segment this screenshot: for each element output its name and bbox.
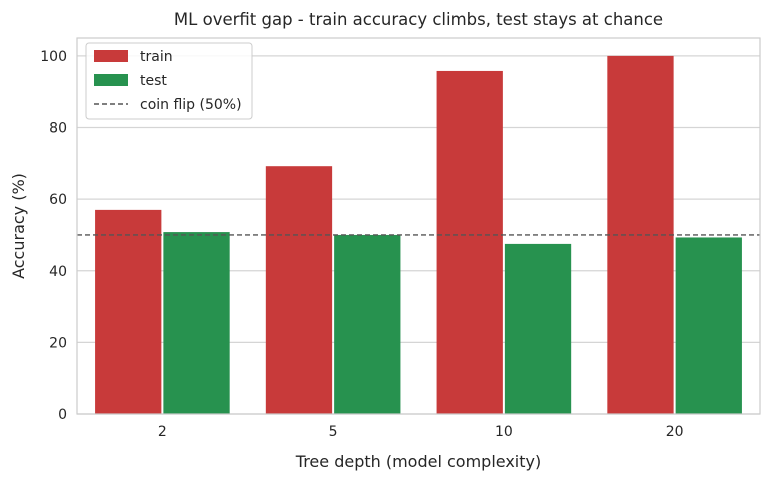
legend-label-test: test [140, 73, 167, 89]
y-tick-label: 100 [40, 49, 67, 65]
bar-train-2 [95, 209, 162, 414]
x-tick-labels: 2 5 10 20 [158, 424, 684, 440]
bar-train-5 [265, 166, 333, 414]
bar-test-20 [675, 237, 742, 414]
bar-test-2 [163, 232, 230, 414]
legend-swatch-test [94, 74, 128, 86]
legend-swatch-train [94, 50, 128, 62]
y-tick-label: 40 [49, 264, 67, 280]
x-tick-label: 2 [158, 424, 167, 440]
legend: train test coin flip (50%) [85, 42, 253, 120]
plot-frame [76, 37, 761, 415]
bar-train-10 [436, 70, 503, 414]
legend-label-reference: coin flip (50%) [140, 97, 242, 113]
x-tick-label: 5 [329, 424, 338, 440]
y-tick-label: 0 [58, 407, 67, 423]
bar-test-10 [504, 243, 572, 414]
bars [95, 55, 742, 415]
chart-title: ML overfit gap - train accuracy climbs, … [174, 10, 663, 29]
bar-test-5 [334, 234, 401, 414]
x-tick-label: 20 [666, 424, 684, 440]
x-axis-label: Tree depth (model complexity) [295, 452, 541, 471]
y-axis-label: Accuracy (%) [9, 173, 28, 279]
y-tick-label: 20 [49, 335, 67, 351]
legend-label-train: train [140, 49, 173, 65]
x-tick-label: 10 [495, 424, 513, 440]
y-tick-labels: 0 20 40 60 80 100 [40, 49, 67, 423]
y-tick-label: 60 [49, 192, 67, 208]
y-tick-label: 80 [49, 121, 67, 137]
